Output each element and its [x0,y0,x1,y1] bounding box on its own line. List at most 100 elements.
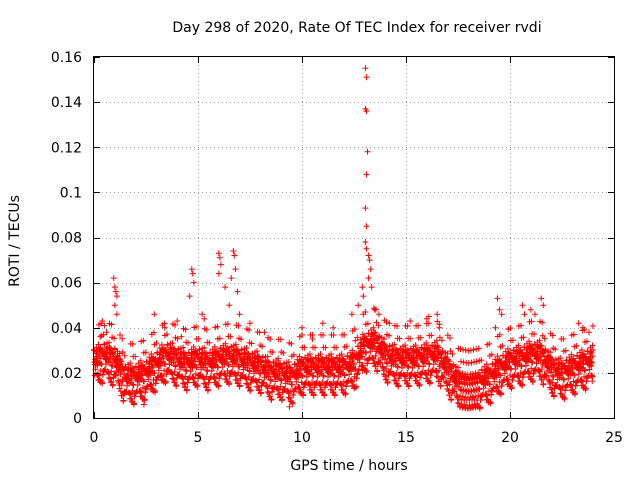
data-point [363,223,370,230]
data-point [396,335,403,342]
data-point [457,392,464,399]
data-point [199,311,206,318]
data-point [518,362,525,369]
data-point [364,320,371,327]
data-point [231,252,238,259]
data-point [412,342,419,349]
data-point [234,377,241,384]
data-point [312,344,319,351]
data-point [190,344,197,351]
data-point [341,331,348,338]
data-point [504,376,511,383]
data-point [117,388,124,395]
data-point [141,364,148,371]
data-point [205,354,212,361]
data-point [329,366,336,373]
data-point [578,347,585,354]
data-point [351,326,358,333]
data-point [97,333,104,340]
data-point [201,315,208,322]
data-point [477,404,484,411]
data-point [348,364,355,371]
data-point [416,349,423,356]
data-point [457,386,464,393]
data-point [298,332,305,339]
data-point [526,369,533,376]
data-point [434,357,441,364]
data-point [363,367,370,374]
data-point [519,349,526,356]
data-point [243,345,250,352]
data-point [382,373,389,380]
data-point [562,347,569,354]
data-point [446,358,453,365]
data-point [330,355,337,362]
data-point [185,339,192,346]
data-point [538,342,545,349]
data-point [111,335,118,342]
data-point [270,359,277,366]
data-point [363,335,370,342]
data-point [578,377,585,384]
data-point [363,245,370,252]
data-point [473,346,480,353]
data-point [371,306,378,313]
data-point [550,373,557,380]
data-point [327,381,334,388]
data-point [194,350,201,357]
x-tick-label: 25 [605,430,623,446]
data-point [230,248,237,255]
data-point [137,388,144,395]
data-point [257,389,264,396]
data-point [519,381,526,388]
data-point [394,363,401,370]
data-point [496,331,503,338]
data-point [520,334,527,341]
data-point [589,353,596,360]
data-point [403,357,410,364]
data-point [383,318,390,325]
data-point [428,332,435,339]
data-point [363,171,370,178]
data-point [340,378,347,385]
data-point [255,384,262,391]
data-point [567,382,574,389]
data-point [470,346,477,353]
y-tick-label: 0.08 [51,231,82,247]
data-point [444,350,451,357]
data-point [243,375,250,382]
data-point [541,335,548,342]
data-point [572,357,579,364]
data-point [361,356,368,363]
data-point [190,374,197,381]
data-point [288,398,295,405]
data-point [571,372,578,379]
data-point [492,324,499,331]
data-point [342,358,349,365]
data-point [338,382,345,389]
data-point [427,379,434,386]
data-point [307,382,314,389]
data-point [99,346,106,353]
data-point [94,359,101,366]
data-point [350,361,357,368]
data-point [348,311,355,318]
data-point [462,370,469,377]
data-point [182,383,189,390]
data-point [467,347,474,354]
data-point [519,302,526,309]
data-point [236,311,243,318]
data-point [341,372,348,379]
data-point [338,381,345,388]
data-point [189,270,196,277]
data-point [450,362,457,369]
data-point [372,352,379,359]
data-point [415,322,422,329]
data-point [462,387,469,394]
data-point [268,363,275,370]
data-point [180,344,187,351]
data-point [306,381,313,388]
data-point [412,373,419,380]
data-point [384,360,391,367]
data-point [113,311,120,318]
